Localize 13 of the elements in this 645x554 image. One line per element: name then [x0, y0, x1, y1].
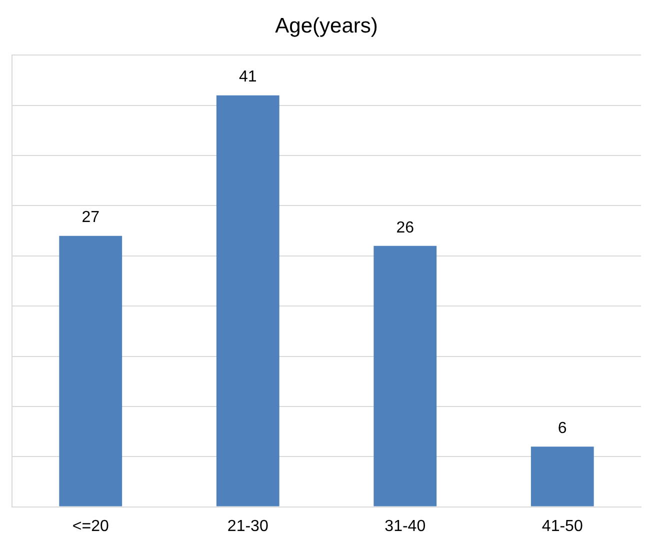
x-tick-label: 31-40: [384, 518, 426, 535]
x-tick-label: <=20: [72, 518, 109, 535]
bar: [530, 446, 594, 506]
bar: [59, 236, 122, 506]
data-label: 26: [396, 219, 414, 236]
bar: [216, 95, 280, 506]
data-label: 41: [238, 68, 257, 86]
bar: [374, 246, 437, 506]
data-label: 27: [82, 209, 100, 226]
x-tick-label: 41-50: [542, 518, 583, 535]
data-label: 6: [558, 420, 567, 437]
chart-title: Age(years): [275, 14, 378, 38]
x-tick-label: 21-30: [227, 518, 268, 535]
